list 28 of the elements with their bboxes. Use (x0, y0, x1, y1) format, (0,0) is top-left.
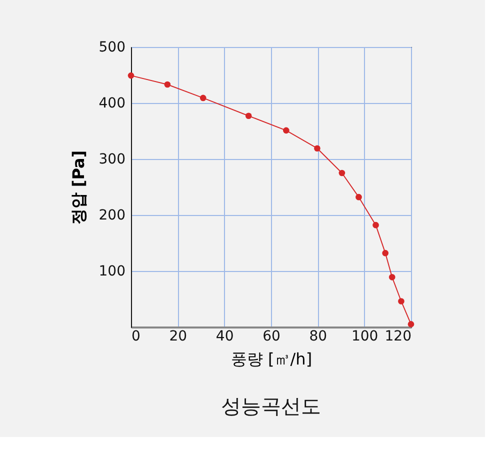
point (382, 250, 388, 256)
x-tick-label: 60 (262, 328, 280, 344)
x-tick-label: 40 (216, 328, 234, 344)
point (128, 72, 134, 79)
point (408, 321, 414, 328)
point (245, 112, 252, 120)
y-tick-label: 300 (98, 152, 126, 168)
x-tick-label: 80 (309, 328, 328, 344)
point (356, 194, 362, 200)
point (388, 274, 396, 280)
point (164, 81, 171, 88)
text: 성능곡선도 (221, 394, 321, 418)
x-tick-label: 0 (132, 328, 140, 344)
y-axis-title: 정압 [Pa] (68, 150, 88, 225)
point (338, 170, 346, 176)
point (372, 222, 379, 228)
point (283, 127, 290, 134)
x-tick-label: 100 (351, 328, 378, 344)
x-axis-title: 풍량 [㎥/h] (230, 350, 312, 368)
y-tick-label: 400 (98, 96, 126, 112)
point (398, 298, 404, 304)
y-tick-label: 100 (98, 264, 126, 280)
point (200, 94, 206, 102)
x-tick-label: 120 (384, 328, 412, 344)
y-tick-label: 200 (98, 208, 126, 224)
point (314, 145, 320, 152)
x-tick-label: 20 (169, 328, 188, 344)
y-tick-label: 500 (98, 40, 126, 56)
